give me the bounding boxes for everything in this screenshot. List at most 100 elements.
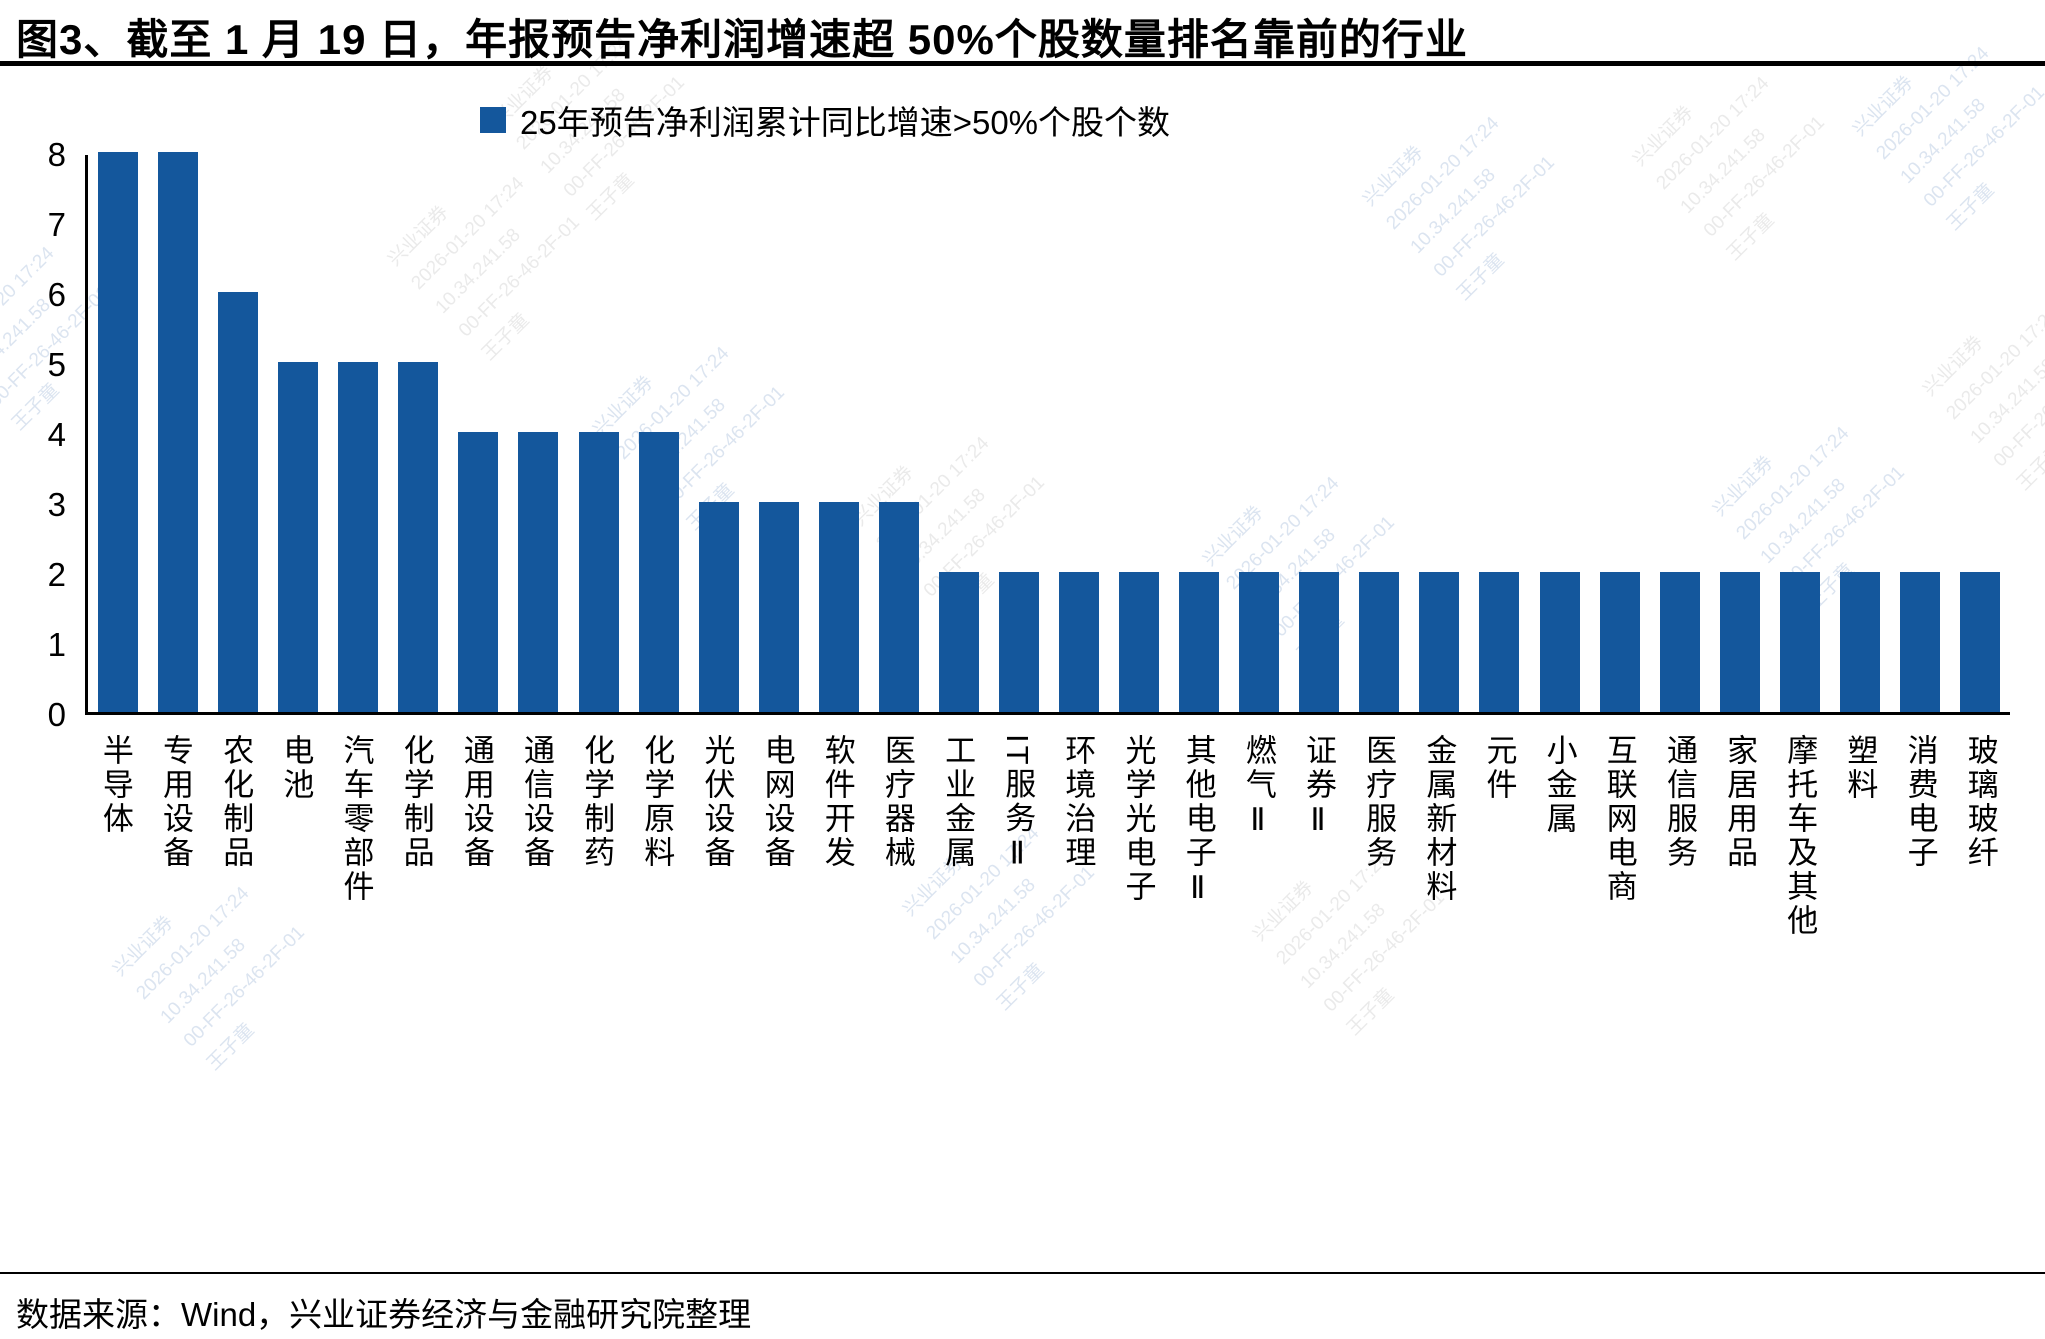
footer-rule xyxy=(0,1272,2045,1274)
bar xyxy=(818,502,859,712)
x-label-cell: 电池 xyxy=(265,734,325,802)
y-tick-label: 4 xyxy=(47,416,66,453)
bar xyxy=(278,362,319,712)
bar xyxy=(1239,572,1280,712)
bar-cell xyxy=(208,155,268,712)
x-axis-label: 电池 xyxy=(278,734,314,802)
bar xyxy=(1119,572,1160,712)
x-label-cell: 半导体 xyxy=(85,734,145,836)
x-label-cell: 化学原料 xyxy=(626,734,686,870)
x-axis-label: 元件 xyxy=(1481,734,1517,802)
y-tick-label: 8 xyxy=(47,136,66,173)
bar xyxy=(1839,572,1880,712)
x-axis-label: 互联网电商 xyxy=(1601,734,1637,904)
x-label-cell: 光学光电子 xyxy=(1108,734,1168,904)
bar-cell xyxy=(88,152,148,712)
legend-label: 25年预告净利润累计同比增速>50%个股个数 xyxy=(519,104,1171,141)
x-axis-label: 汽车零部件 xyxy=(338,734,374,904)
bar xyxy=(878,502,919,712)
legend: 25年预告净利润累计同比增速>50%个股个数 xyxy=(85,96,1565,144)
x-axis-label: 环境治理 xyxy=(1060,734,1096,870)
x-axis-label: 证券Ⅱ xyxy=(1301,734,1337,841)
bar-cell xyxy=(388,155,448,712)
bar xyxy=(1059,572,1100,712)
bar-cell xyxy=(1590,155,1650,712)
y-tick-label: 2 xyxy=(47,556,66,593)
bar xyxy=(518,432,559,712)
x-label-cell: 玻璃玻纤 xyxy=(1950,734,2010,870)
x-label-cell: 通信设备 xyxy=(506,734,566,870)
bar xyxy=(638,432,679,712)
x-axis-label: 化学制品 xyxy=(398,734,434,870)
x-axis-label: 化学原料 xyxy=(639,734,675,870)
bar xyxy=(1899,572,1940,712)
bar-cell xyxy=(1950,155,2010,712)
x-axis-label: 电网设备 xyxy=(759,734,795,870)
bar-cell xyxy=(268,155,328,712)
bar-cell xyxy=(929,155,989,712)
bar xyxy=(1539,572,1580,712)
y-tick-label: 6 xyxy=(47,276,66,313)
bar-cell xyxy=(1229,155,1289,712)
x-label-cell: 光伏设备 xyxy=(687,734,747,870)
x-label-cell: 元件 xyxy=(1469,734,1529,802)
y-tick-label: 7 xyxy=(47,206,66,243)
bar-cell xyxy=(328,155,388,712)
bar-cell xyxy=(629,155,689,712)
x-label-cell: 医疗服务 xyxy=(1348,734,1408,870)
bar xyxy=(578,432,619,712)
bar-cell xyxy=(1710,155,1770,712)
bar xyxy=(998,572,1039,712)
bar-cell xyxy=(809,155,869,712)
bar xyxy=(1719,572,1760,712)
bar-cell xyxy=(1469,155,1529,712)
x-axis-label: 燃气Ⅱ xyxy=(1240,734,1276,841)
x-axis-label: 光学光电子 xyxy=(1120,734,1156,904)
x-label-cell: 农化制品 xyxy=(205,734,265,870)
x-axis-label: 家居用品 xyxy=(1722,734,1758,870)
bar-cell xyxy=(749,155,809,712)
x-axis-label: 通用设备 xyxy=(458,734,494,870)
x-label-cell: 化学制品 xyxy=(386,734,446,870)
x-label-cell: 燃气Ⅱ xyxy=(1228,734,1288,841)
x-label-cell: 医疗器械 xyxy=(867,734,927,870)
data-source: 数据来源：Wind，兴业证券经济与金融研究院整理 xyxy=(16,1296,752,1333)
y-tick-label: 0 xyxy=(47,696,66,733)
y-tick-label: 5 xyxy=(47,346,66,383)
bar xyxy=(1479,572,1520,712)
x-label-cell: 软件开发 xyxy=(807,734,867,870)
bar-cell xyxy=(1830,155,1890,712)
x-axis-label: 塑料 xyxy=(1842,734,1878,802)
bar xyxy=(158,152,199,712)
bar xyxy=(398,362,439,712)
x-axis-label: 医疗服务 xyxy=(1361,734,1397,870)
x-axis-label: 专用设备 xyxy=(158,734,194,870)
x-label-cell: 消费电子 xyxy=(1890,734,1950,870)
bar-cell xyxy=(869,155,929,712)
x-axis-label: 医疗器械 xyxy=(879,734,915,870)
y-tick-label: 3 xyxy=(47,486,66,523)
bar xyxy=(1659,572,1700,712)
bar-cell xyxy=(689,155,749,712)
x-axis-label: 金属新材料 xyxy=(1421,734,1457,904)
x-label-cell: 小金属 xyxy=(1529,734,1589,836)
bar-cell xyxy=(989,155,1049,712)
bars xyxy=(88,152,2010,712)
bar xyxy=(338,362,379,712)
bar-cell xyxy=(1289,155,1349,712)
bar-cell xyxy=(1349,155,1409,712)
x-axis-labels: 半导体 专用设备 农化制品 电池 汽车零部件 化学制品 通用设备 通信设备 化学制药 化学原料 光伏… xyxy=(85,734,2010,938)
x-label-cell: 家居用品 xyxy=(1709,734,1769,870)
bar-cell xyxy=(1650,155,1710,712)
x-axis-label: 通信设备 xyxy=(518,734,554,870)
x-label-cell: 通用设备 xyxy=(446,734,506,870)
x-label-cell: 金属新材料 xyxy=(1408,734,1468,904)
bar xyxy=(1179,572,1220,712)
bar-cell xyxy=(448,155,508,712)
x-axis-label: 化学制药 xyxy=(579,734,615,870)
bar-cell xyxy=(1890,155,1950,712)
x-label-cell: 电网设备 xyxy=(747,734,807,870)
bar-cell xyxy=(1530,155,1590,712)
bar xyxy=(698,502,739,712)
